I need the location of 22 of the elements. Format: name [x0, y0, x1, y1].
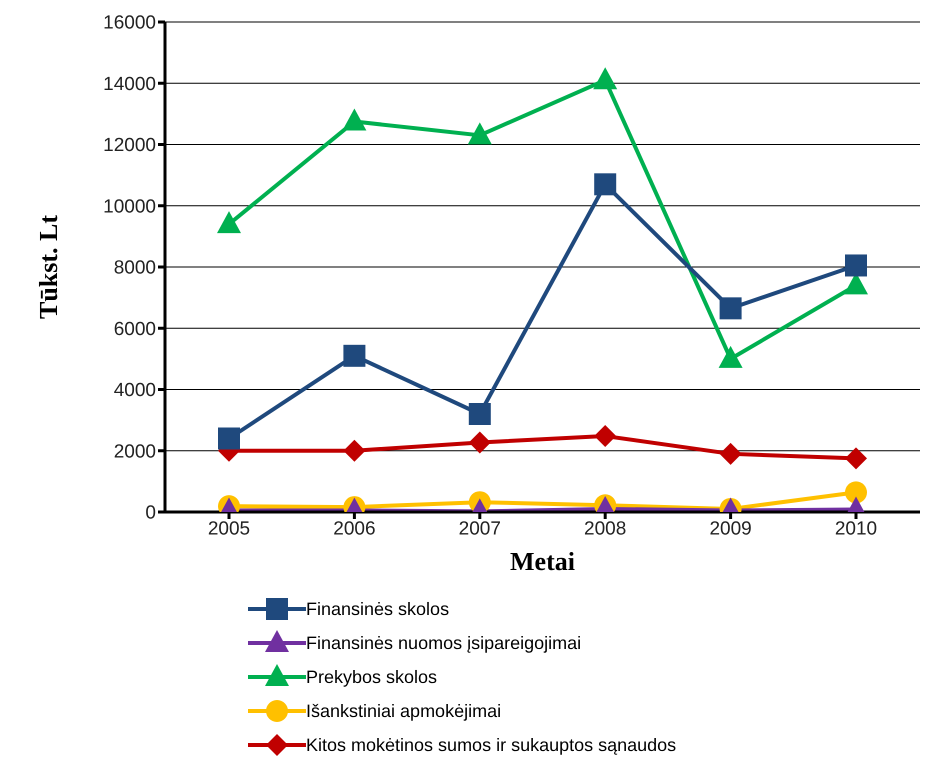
- y-tick-label: 10000: [103, 196, 156, 218]
- y-tick-label: 16000: [103, 12, 156, 34]
- y-tick-label: 14000: [103, 74, 156, 95]
- y-tick-label: 12000: [103, 135, 156, 156]
- y-tick-label: 2000: [114, 441, 156, 462]
- x-tick-label: 2009: [709, 518, 752, 540]
- x-tick-label: 2005: [208, 518, 250, 540]
- x-tick-label: 2007: [458, 518, 501, 540]
- x-tick-label: 2008: [584, 518, 626, 540]
- legend-label: Kitos mokėtinos sumos ir sukauptos sąnaudos: [306, 734, 676, 756]
- legend-label: Finansinės skolos: [306, 598, 450, 620]
- x-tick-label: 2010: [834, 518, 878, 540]
- legend-label: Išankstiniai apmokėjimai: [306, 700, 502, 722]
- y-tick-label: 8000: [114, 258, 156, 279]
- y-axis-title: Tūkst. Lt: [34, 214, 64, 320]
- y-tick-label: 0: [145, 502, 156, 524]
- legend-label: Prekybos skolos: [306, 666, 438, 688]
- x-tick-label: 2006: [333, 518, 376, 540]
- y-tick-label: 4000: [114, 380, 156, 402]
- x-axis-title: Metai: [510, 547, 575, 576]
- legend-label: Finansinės nuomos įsipareigojimai: [306, 632, 582, 654]
- y-tick-label: 6000: [114, 318, 156, 340]
